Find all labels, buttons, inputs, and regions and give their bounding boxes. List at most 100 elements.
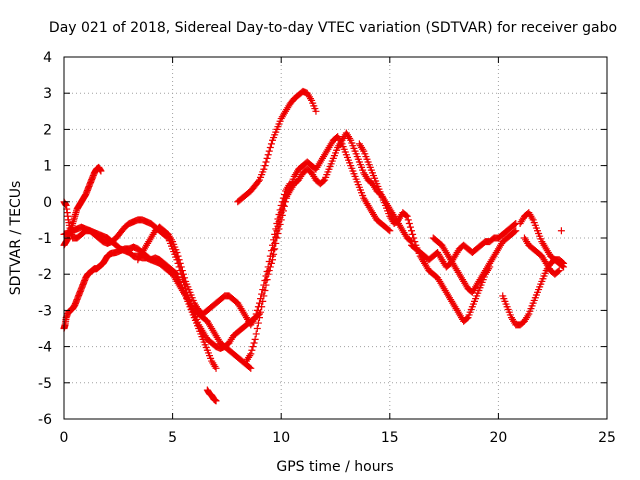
data-point bbox=[261, 162, 269, 170]
data-point bbox=[272, 233, 280, 241]
data-point bbox=[265, 267, 273, 275]
y-axis-label: SDTVAR / TECUs bbox=[8, 181, 24, 296]
data-point bbox=[258, 303, 266, 311]
y-tick-label: -3 bbox=[38, 303, 52, 319]
data-point bbox=[254, 319, 262, 327]
data-point bbox=[273, 227, 281, 235]
data-point bbox=[386, 227, 394, 235]
data-point bbox=[409, 230, 417, 238]
series-track-10 bbox=[269, 129, 416, 260]
data-point bbox=[248, 346, 256, 354]
series-track-12 bbox=[408, 220, 520, 271]
x-tick-label: 25 bbox=[598, 430, 616, 446]
data-point bbox=[274, 222, 282, 230]
data-point bbox=[403, 212, 411, 220]
data-point bbox=[511, 228, 519, 236]
data-point bbox=[406, 223, 414, 231]
data-point bbox=[320, 177, 328, 185]
data-point bbox=[267, 140, 275, 148]
data-point bbox=[179, 270, 187, 278]
y-tick-label: 4 bbox=[43, 50, 52, 66]
data-point bbox=[411, 238, 419, 246]
data-point bbox=[184, 292, 192, 300]
data-point bbox=[212, 397, 220, 405]
data-point bbox=[252, 330, 260, 338]
data-point bbox=[554, 267, 562, 275]
data-point bbox=[254, 177, 262, 185]
y-tick-labels: -6 -5 -4 -3 -2 -1 0 1 2 3 4 bbox=[38, 50, 52, 428]
data-point bbox=[262, 281, 270, 289]
data-point bbox=[385, 226, 393, 234]
data-point bbox=[260, 165, 268, 173]
series-track-3 bbox=[203, 386, 220, 405]
data-point bbox=[263, 154, 271, 162]
data-point bbox=[266, 144, 274, 151]
y-tick-label: 0 bbox=[43, 195, 52, 211]
data-point bbox=[247, 350, 255, 358]
data-point bbox=[253, 325, 261, 332]
series-track-14 bbox=[499, 256, 568, 329]
data-point bbox=[275, 218, 283, 226]
data-point bbox=[280, 198, 288, 206]
x-tick-label: 5 bbox=[168, 430, 177, 446]
y-tick-label: -6 bbox=[38, 412, 52, 428]
data-point bbox=[173, 248, 181, 256]
data-point bbox=[175, 256, 183, 264]
series-track-11 bbox=[355, 140, 494, 325]
data-point bbox=[557, 227, 565, 235]
grid bbox=[64, 57, 607, 419]
data-point bbox=[260, 292, 268, 300]
data-point bbox=[276, 213, 284, 221]
data-point bbox=[259, 297, 267, 305]
data-point bbox=[511, 220, 519, 228]
series-track-13 bbox=[429, 227, 520, 296]
data-point bbox=[267, 259, 275, 267]
data-point bbox=[252, 310, 260, 318]
y-tick-label: -5 bbox=[38, 376, 52, 392]
data-point bbox=[251, 335, 259, 343]
y-tick-label: 3 bbox=[43, 86, 52, 102]
data-point bbox=[264, 151, 272, 159]
y-tick-label: -2 bbox=[38, 267, 52, 283]
data-point bbox=[265, 147, 273, 155]
series-track-16 bbox=[520, 234, 563, 278]
data-point bbox=[512, 227, 520, 235]
data-point bbox=[181, 274, 189, 282]
data-point bbox=[262, 158, 270, 166]
chart-title: Day 021 of 2018, Sidereal Day-to-day VTE… bbox=[49, 20, 617, 36]
data-point bbox=[257, 308, 265, 316]
data-point bbox=[247, 364, 255, 372]
data-point bbox=[402, 211, 410, 219]
data-point bbox=[278, 205, 286, 213]
data-point bbox=[463, 315, 471, 323]
x-axis-label: GPS time / hours bbox=[276, 459, 393, 475]
x-tick-label: 0 bbox=[60, 430, 69, 446]
x-tick-label: 10 bbox=[272, 430, 290, 446]
data-point bbox=[246, 363, 254, 371]
series-track-8 bbox=[234, 87, 320, 206]
data-point bbox=[249, 343, 257, 351]
y-tick-label: 2 bbox=[43, 122, 52, 138]
data-point bbox=[269, 252, 277, 260]
data-point bbox=[560, 263, 568, 271]
y-tick-label: -4 bbox=[38, 340, 52, 356]
data-point bbox=[178, 267, 186, 275]
data-point bbox=[97, 167, 105, 175]
y-tick-label: -1 bbox=[38, 231, 52, 247]
data-point bbox=[261, 286, 269, 294]
axis-ticks bbox=[63, 56, 608, 420]
data-point bbox=[174, 252, 182, 260]
data-point bbox=[212, 364, 220, 372]
data-point bbox=[255, 314, 263, 322]
data-point bbox=[410, 234, 418, 242]
data-point bbox=[177, 263, 185, 271]
data-point bbox=[270, 246, 278, 254]
y-tick-label: 1 bbox=[43, 159, 52, 175]
data-point bbox=[408, 227, 416, 235]
data-point bbox=[263, 276, 271, 284]
data-point bbox=[271, 239, 279, 247]
data-point bbox=[277, 209, 285, 217]
series-track-15 bbox=[516, 209, 568, 271]
x-tick-label: 20 bbox=[489, 430, 507, 446]
